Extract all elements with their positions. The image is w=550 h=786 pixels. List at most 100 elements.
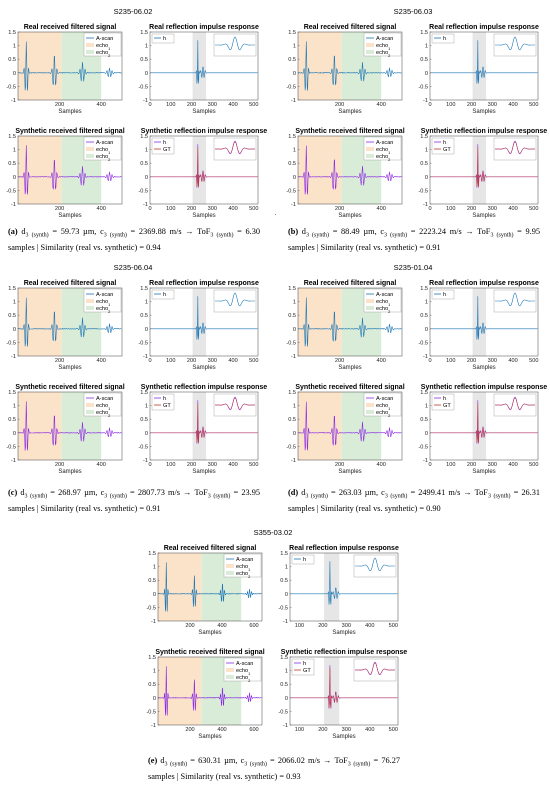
legend-swatch-echo1	[86, 403, 94, 407]
caption-d-value: = 88.49 µm,	[329, 227, 380, 236]
ir-axes: Real reflection impulse response1.5 1 0.5 0…	[278, 545, 399, 636]
subscript: 3 (synth)	[348, 762, 371, 768]
y-tick-label: 0.5	[8, 161, 16, 167]
x-axis-label: Samples	[58, 469, 81, 475]
y-tick-label: -1	[423, 98, 428, 104]
legend-swatch-echo2	[366, 410, 374, 414]
y-tick-label: -0.5	[138, 84, 148, 90]
legend-swatch-echo2	[226, 571, 234, 575]
y-tick-label: 1	[153, 669, 156, 675]
y-tick-label: 0.5	[420, 313, 428, 319]
x-axis-label: Samples	[472, 213, 495, 219]
x-tick-label: 300	[208, 102, 217, 108]
legend: h	[152, 290, 174, 299]
x-axis-label: Samples	[332, 734, 355, 740]
y-tick-label: -1	[151, 619, 156, 625]
legend-swatch-echo1	[366, 43, 374, 47]
y-tick-label: 0	[145, 327, 148, 333]
x-tick-label: 400	[97, 206, 106, 212]
ir-axes: Real reflection impulse response1.5 1 0.5 0…	[418, 24, 539, 115]
y-tick-label: -1	[423, 354, 428, 360]
x-axis-label: Samples	[192, 109, 215, 115]
signal-axes: Real received filtered signal 1.5 1 0.5 0 -0.…	[286, 280, 402, 371]
y-tick-label: 0.5	[280, 682, 288, 688]
x-tick-label: 100	[166, 102, 175, 108]
x-tick-label: 500	[389, 623, 398, 629]
y-tick-label: 1	[145, 404, 148, 410]
y-tick-label: -0.5	[418, 340, 428, 346]
y-tick-label: 0.5	[420, 161, 428, 167]
legend: A-scanecho1echo2	[364, 393, 401, 418]
figure-svg-a: S235-06.02Real received filtered signal1…	[2, 6, 264, 224]
legend-label-ascan: A-scan	[96, 36, 113, 42]
y-tick-label: 0.5	[8, 313, 16, 319]
x-tick-label: 200	[318, 727, 327, 733]
x-tick-label: 400	[97, 358, 106, 364]
panel-title: Real received filtered signal	[304, 280, 397, 287]
y-tick-label: -0.5	[418, 188, 428, 194]
caption-tof-symbol: ToF	[334, 756, 347, 765]
x-tick-label: 500	[249, 206, 258, 212]
signal-axes: Synthetic received filtered signal1.5 1 0.…	[286, 384, 404, 475]
y-tick-label: -1	[423, 202, 428, 208]
x-tick-label: 200	[55, 206, 64, 212]
caption-d-value: = 268.97 µm,	[47, 488, 100, 497]
legend: hGT	[152, 394, 174, 410]
panel-title: Real received filtered signal	[304, 24, 397, 31]
x-tick-label: 100	[166, 358, 175, 364]
x-tick-label: 400	[365, 727, 374, 733]
y-tick-label: 0	[145, 175, 148, 181]
caption-letter: (a)	[8, 227, 21, 236]
ir-window	[193, 288, 207, 356]
legend-label-ascan: A-scan	[96, 396, 113, 402]
x-tick-label: 100	[446, 102, 455, 108]
y-tick-label: 1	[293, 44, 296, 50]
y-tick-label: 1.5	[288, 134, 296, 140]
x-tick-label: 200	[335, 206, 344, 212]
legend-swatch-echo1	[226, 668, 234, 672]
x-axis-label: Samples	[338, 213, 361, 219]
x-tick-label: 400	[228, 206, 237, 212]
x-tick-label: 300	[342, 727, 351, 733]
subscript: 3 (synth)	[384, 233, 407, 239]
panel-title: Synthetic reflection impulse response	[141, 384, 268, 391]
ir-axes: Real reflection impulse response1.5 1 0.5 0…	[418, 280, 539, 371]
y-tick-label: 1	[425, 44, 428, 50]
y-tick-label: 1.5	[280, 655, 288, 661]
caption-c-value: = 2369.88 m/s →	[127, 227, 197, 236]
y-tick-label: -1	[423, 458, 428, 464]
x-tick-label: 200	[318, 623, 327, 629]
figure-title: S355-03.02	[254, 528, 293, 537]
panel-title: Real reflection impulse response	[289, 545, 399, 552]
subscript: 3 (synth)	[26, 233, 49, 239]
x-tick-label: 0	[148, 462, 151, 468]
signal-axes: Real received filtered signal 1.5 1 0.5 0 -0.…	[6, 24, 122, 115]
y-tick-label: 0	[13, 327, 16, 333]
caption-tof-symbol: ToF	[477, 227, 490, 236]
legend-label-h: h	[163, 292, 166, 298]
y-tick-label: 0.5	[8, 417, 16, 423]
x-tick-label: 200	[185, 623, 194, 629]
y-tick-label: 0	[425, 431, 428, 437]
y-tick-label: 1.5	[288, 390, 296, 396]
legend-label-ascan: A-scan	[96, 140, 113, 146]
x-tick-label: 500	[529, 462, 538, 468]
subscript: 3 (synth)	[305, 494, 328, 500]
caption-letter: (b)	[288, 227, 302, 236]
y-tick-label: 1.5	[140, 286, 148, 292]
x-tick-label: 0	[148, 206, 151, 212]
x-tick-label: 500	[249, 358, 258, 364]
y-tick-label: 1.5	[420, 30, 428, 36]
legend-swatch-echo1	[226, 564, 234, 568]
x-tick-label: 500	[249, 462, 258, 468]
legend: A-scanecho1echo2	[84, 33, 121, 58]
x-tick-label: 400	[377, 462, 386, 468]
ir-axes: Synthetic reflection impulse response1.5…	[418, 128, 547, 219]
legend-label-h: h	[443, 292, 446, 298]
ir-axes: Synthetic reflection impulse response1.5…	[278, 649, 407, 740]
ir-window	[473, 392, 487, 460]
y-tick-label: -0.5	[138, 188, 148, 194]
x-axis-label: Samples	[198, 630, 221, 636]
legend: A-scanecho1echo2	[224, 658, 261, 683]
